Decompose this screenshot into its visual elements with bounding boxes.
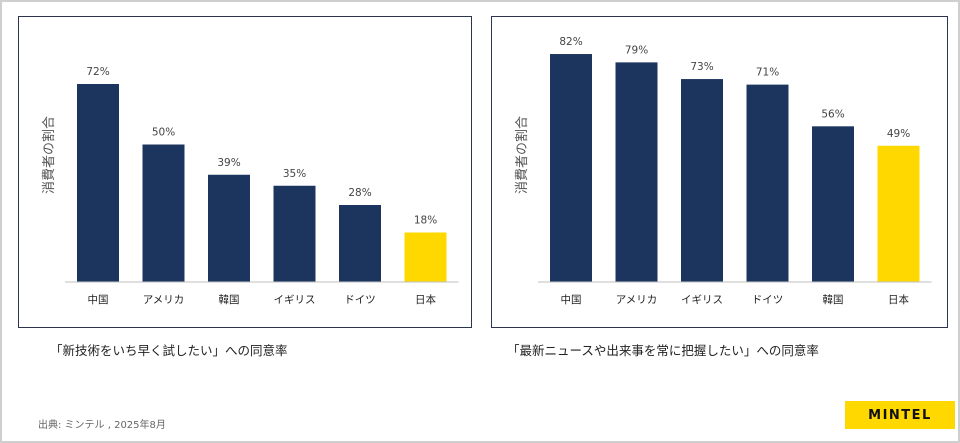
bar — [339, 205, 381, 282]
x-tick-label: 中国 — [561, 293, 582, 306]
caption-right: 「最新ニュースや出来事を常に把握したい」への同意率 — [507, 343, 819, 358]
x-tick-label: 日本 — [415, 293, 436, 306]
y-axis-label: 消費者の割合 — [514, 116, 530, 194]
data-label: 49% — [887, 128, 910, 140]
bar — [746, 84, 789, 283]
data-label: 35% — [283, 168, 306, 180]
x-tick-label: ドイツ — [344, 294, 376, 306]
bar — [681, 79, 723, 282]
data-label: 72% — [86, 66, 109, 78]
data-label: 73% — [690, 61, 713, 73]
bar — [812, 126, 854, 282]
bar — [77, 84, 119, 282]
logo-text: MINTEL — [868, 407, 932, 423]
x-tick-label: ドイツ — [752, 294, 784, 306]
bar — [615, 62, 658, 282]
bar — [550, 54, 592, 282]
bar — [208, 174, 250, 282]
x-tick-label: 韓国 — [219, 294, 240, 306]
data-label: 56% — [821, 108, 844, 120]
bar — [404, 232, 447, 282]
chart-right-frame: 消費者の割合 82% 中国 79% アメリカ 73% イギリス 71% ドイツ 56% 韓国 49% 日… — [491, 16, 948, 328]
chart-left-frame: 消費者の割合 72% 中国 50% アメリカ 39% 韓国 35% イギリス 28% ドイツ 18% 日… — [18, 16, 472, 328]
x-tick-label: アメリカ — [616, 294, 657, 306]
bar — [142, 144, 185, 282]
source-note: 出典: ミンテル , 2025年8月 — [38, 420, 166, 431]
x-tick-label: イギリス — [681, 294, 723, 306]
x-tick-label: 韓国 — [823, 294, 844, 306]
data-label: 28% — [348, 187, 371, 199]
chart-left: 消費者の割合 72% 中国 50% アメリカ 39% 韓国 35% イギリス 28% ドイツ 18% 日… — [41, 66, 459, 306]
data-label: 50% — [152, 127, 175, 139]
data-label: 82% — [559, 36, 582, 48]
chart-right: 消費者の割合 82% 中国 79% アメリカ 73% イギリス 71% ドイツ 56% 韓国 49% 日… — [514, 36, 932, 306]
data-label: 18% — [414, 215, 437, 227]
mintel-logo: MINTEL — [845, 401, 955, 429]
x-tick-label: 中国 — [88, 293, 109, 306]
data-label: 79% — [625, 44, 648, 56]
bar — [273, 185, 316, 282]
data-label: 71% — [756, 67, 779, 79]
y-axis-label: 消費者の割合 — [41, 116, 57, 194]
x-tick-label: イギリス — [274, 294, 316, 306]
bar — [877, 145, 920, 282]
x-tick-label: アメリカ — [143, 294, 184, 306]
data-label: 39% — [217, 157, 240, 169]
x-tick-label: 日本 — [888, 293, 909, 306]
caption-left: 「新技術をいち早く試したい」への同意率 — [50, 343, 288, 358]
